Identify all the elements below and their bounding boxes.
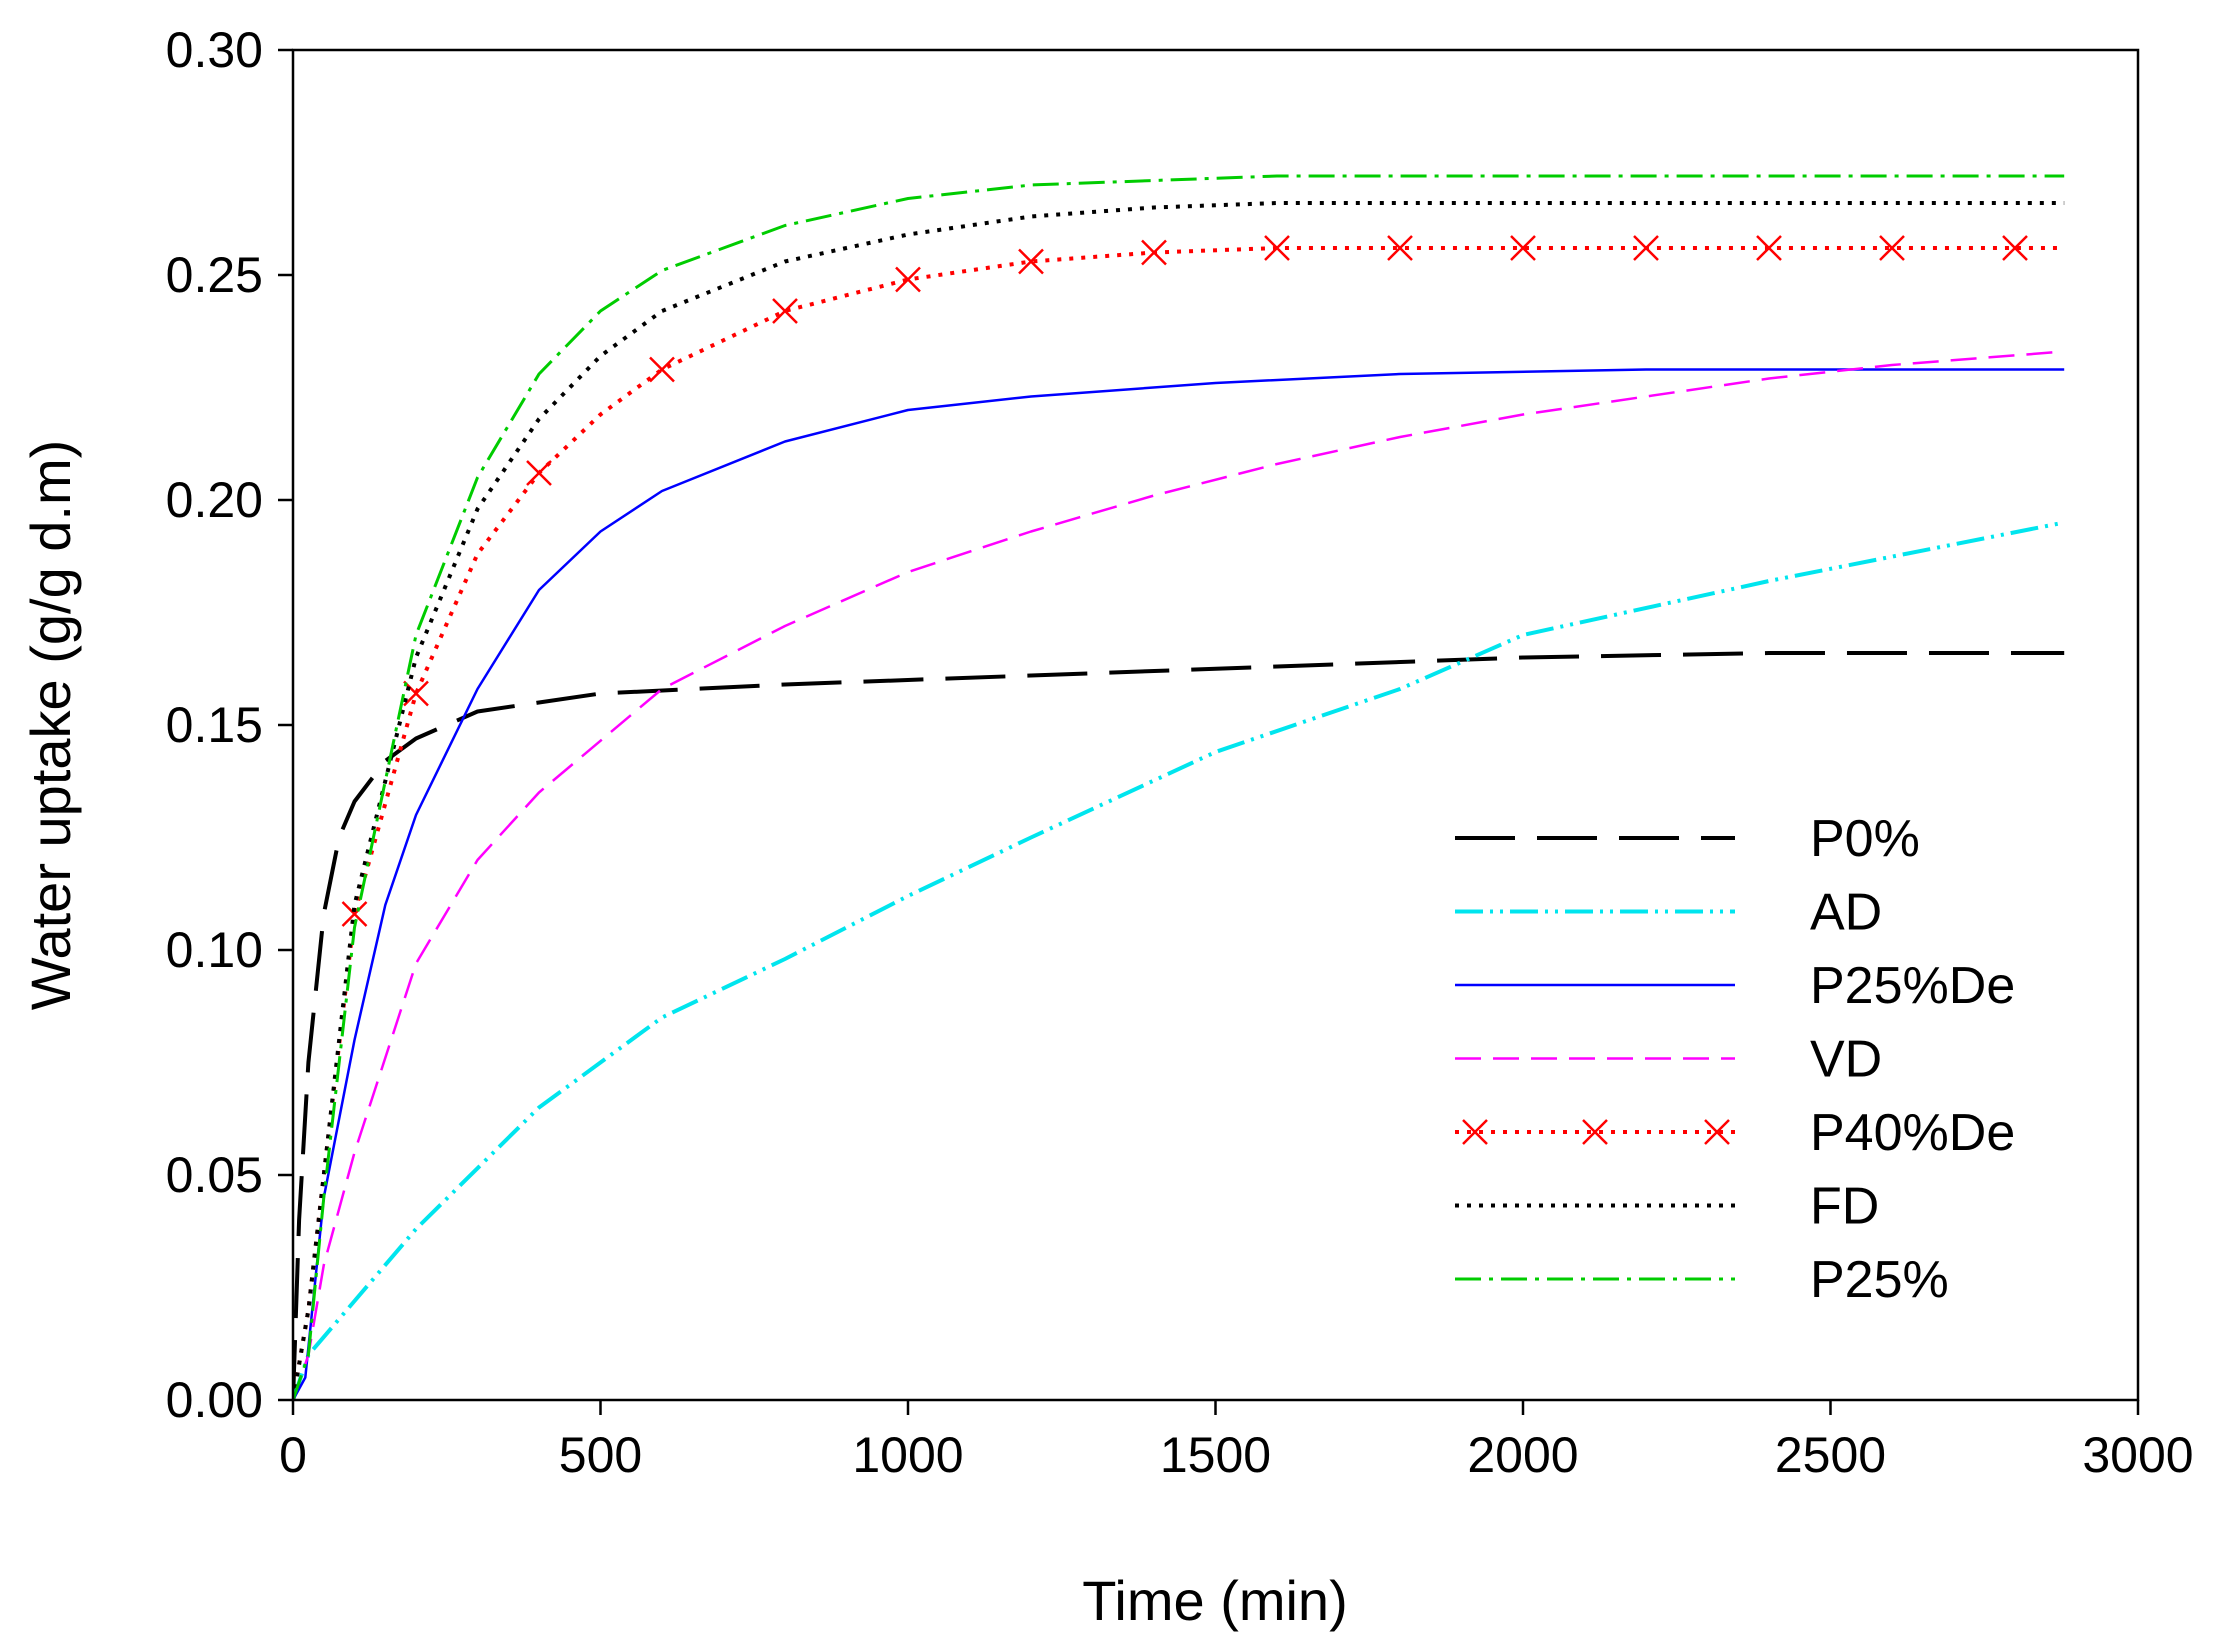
series-line (293, 520, 2065, 1400)
x-marker-stroke (1582, 1119, 1608, 1145)
x-marker (1510, 235, 1536, 261)
legend: P0% AD P25%De VD P40%De FD P25% (1455, 810, 2015, 1309)
x-marker-stroke (1141, 239, 1167, 266)
series-line (293, 651, 2065, 1400)
x-tick-label: 3000 (2082, 1427, 2193, 1483)
x-marker (1018, 248, 1044, 275)
x-marker-stroke (772, 298, 798, 324)
x-marker (1264, 235, 1290, 261)
x-marker (1141, 239, 1167, 266)
series-ad (293, 520, 2065, 1400)
x-marker-stroke (1510, 235, 1536, 261)
x-marker-stroke (649, 356, 675, 383)
series-line (293, 201, 2065, 1400)
series-p25- (293, 174, 2065, 1400)
legend-item: P0% (1455, 810, 1920, 868)
x-tick-label: 500 (559, 1427, 642, 1483)
y-tick-label: 0.05 (166, 1147, 263, 1203)
series-p40-de (293, 235, 2065, 1400)
legend-item: P25% (1455, 1251, 1949, 1309)
legend-item: FD (1455, 1178, 1879, 1236)
series-line (293, 246, 2065, 1400)
x-marker (772, 298, 798, 324)
x-marker (1704, 1119, 1730, 1145)
legend-label: P25%De (1810, 957, 2015, 1015)
x-marker-stroke (1462, 1119, 1488, 1145)
x-marker-stroke (2002, 235, 2028, 261)
x-marker (1756, 235, 1782, 261)
y-tick-label: 0.25 (166, 247, 263, 303)
y-tick-label: 0.00 (166, 1372, 263, 1428)
x-marker (1633, 235, 1659, 261)
x-tick-label: 0 (279, 1427, 307, 1483)
legend-label: P0% (1810, 810, 1920, 868)
x-marker-stroke (1264, 235, 1290, 261)
y-tick-label: 0.20 (166, 472, 263, 528)
x-marker-stroke (1633, 235, 1659, 261)
series-p25-de (293, 368, 2065, 1400)
x-marker (1387, 235, 1413, 261)
x-marker (895, 266, 921, 293)
x-marker (2002, 235, 2028, 261)
series-p0- (293, 651, 2065, 1400)
x-axis-title: Time (min) (1082, 1569, 1347, 1632)
x-marker (341, 901, 368, 927)
x-marker (403, 680, 429, 707)
series-line (293, 174, 2065, 1400)
x-marker-stroke (1879, 235, 1905, 261)
legend-item: P40%De (1455, 1104, 2015, 1162)
series-layer (293, 174, 2065, 1400)
series-line (293, 368, 2065, 1400)
x-tick-label: 1500 (1160, 1427, 1271, 1483)
legend-item: VD (1455, 1031, 1882, 1089)
legend-item: AD (1455, 884, 1882, 942)
x-marker-stroke (1018, 248, 1044, 275)
x-marker-stroke (1704, 1119, 1730, 1145)
legend-label: P40%De (1810, 1104, 2015, 1162)
x-marker-stroke (1387, 235, 1413, 261)
x-tick-label: 2000 (1467, 1427, 1578, 1483)
y-axis-title: Water uptake (g/g d.m) (19, 440, 82, 1011)
x-marker (1879, 235, 1905, 261)
x-marker-stroke (895, 266, 921, 293)
x-tick-label: 2500 (1775, 1427, 1886, 1483)
x-marker-stroke (1756, 235, 1782, 261)
series-fd (293, 201, 2065, 1400)
legend-label: VD (1810, 1031, 1882, 1089)
x-marker (649, 356, 675, 383)
y-tick-label: 0.10 (166, 922, 263, 978)
y-tick-label: 0.15 (166, 697, 263, 753)
x-marker (1462, 1119, 1488, 1145)
x-marker (526, 460, 552, 486)
y-tick-label: 0.30 (166, 22, 263, 78)
axes-layer: 0 500 1000 1500 2000 2500 3000 0.00 0.05 0.10 0.15… (166, 22, 2194, 1483)
x-marker-stroke (341, 901, 368, 927)
x-marker-stroke (526, 460, 552, 486)
x-marker-stroke (403, 680, 429, 707)
x-tick-label: 1000 (852, 1427, 963, 1483)
legend-item: P25%De (1455, 957, 2015, 1015)
legend-label: P25% (1810, 1251, 1949, 1309)
legend-label: FD (1810, 1178, 1879, 1236)
legend-label: AD (1810, 884, 1882, 942)
x-marker (1582, 1119, 1608, 1145)
